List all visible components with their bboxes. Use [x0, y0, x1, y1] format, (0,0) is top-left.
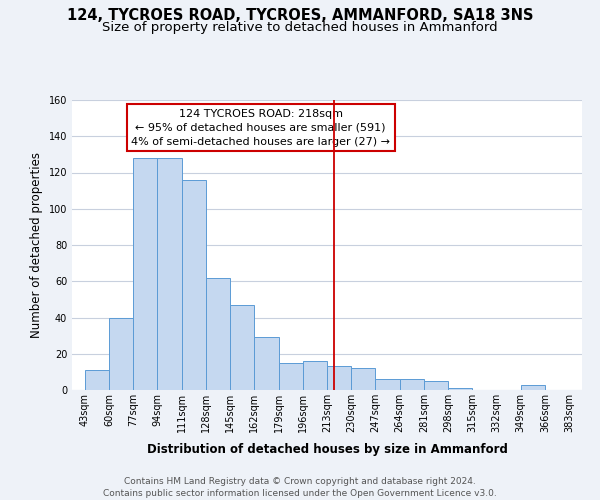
Bar [206, 278, 230, 390]
Bar [109, 318, 133, 390]
Text: Contains HM Land Registry data © Crown copyright and database right 2024.
Contai: Contains HM Land Registry data © Crown c… [103, 476, 497, 498]
Bar [400, 379, 424, 390]
Bar [376, 379, 400, 390]
Bar [303, 361, 327, 390]
Y-axis label: Number of detached properties: Number of detached properties [30, 152, 43, 338]
Bar [521, 384, 545, 390]
Bar [254, 338, 278, 390]
Bar [230, 305, 254, 390]
Bar [85, 370, 109, 390]
Bar [351, 368, 376, 390]
Text: 124, TYCROES ROAD, TYCROES, AMMANFORD, SA18 3NS: 124, TYCROES ROAD, TYCROES, AMMANFORD, S… [67, 8, 533, 22]
Bar [327, 366, 351, 390]
Text: Size of property relative to detached houses in Ammanford: Size of property relative to detached ho… [102, 21, 498, 34]
Bar [157, 158, 182, 390]
Bar [448, 388, 472, 390]
Bar [278, 363, 303, 390]
Text: 124 TYCROES ROAD: 218sqm
← 95% of detached houses are smaller (591)
4% of semi-d: 124 TYCROES ROAD: 218sqm ← 95% of detach… [131, 108, 390, 146]
Bar [182, 180, 206, 390]
Bar [133, 158, 157, 390]
Text: Distribution of detached houses by size in Ammanford: Distribution of detached houses by size … [146, 442, 508, 456]
Bar [424, 381, 448, 390]
